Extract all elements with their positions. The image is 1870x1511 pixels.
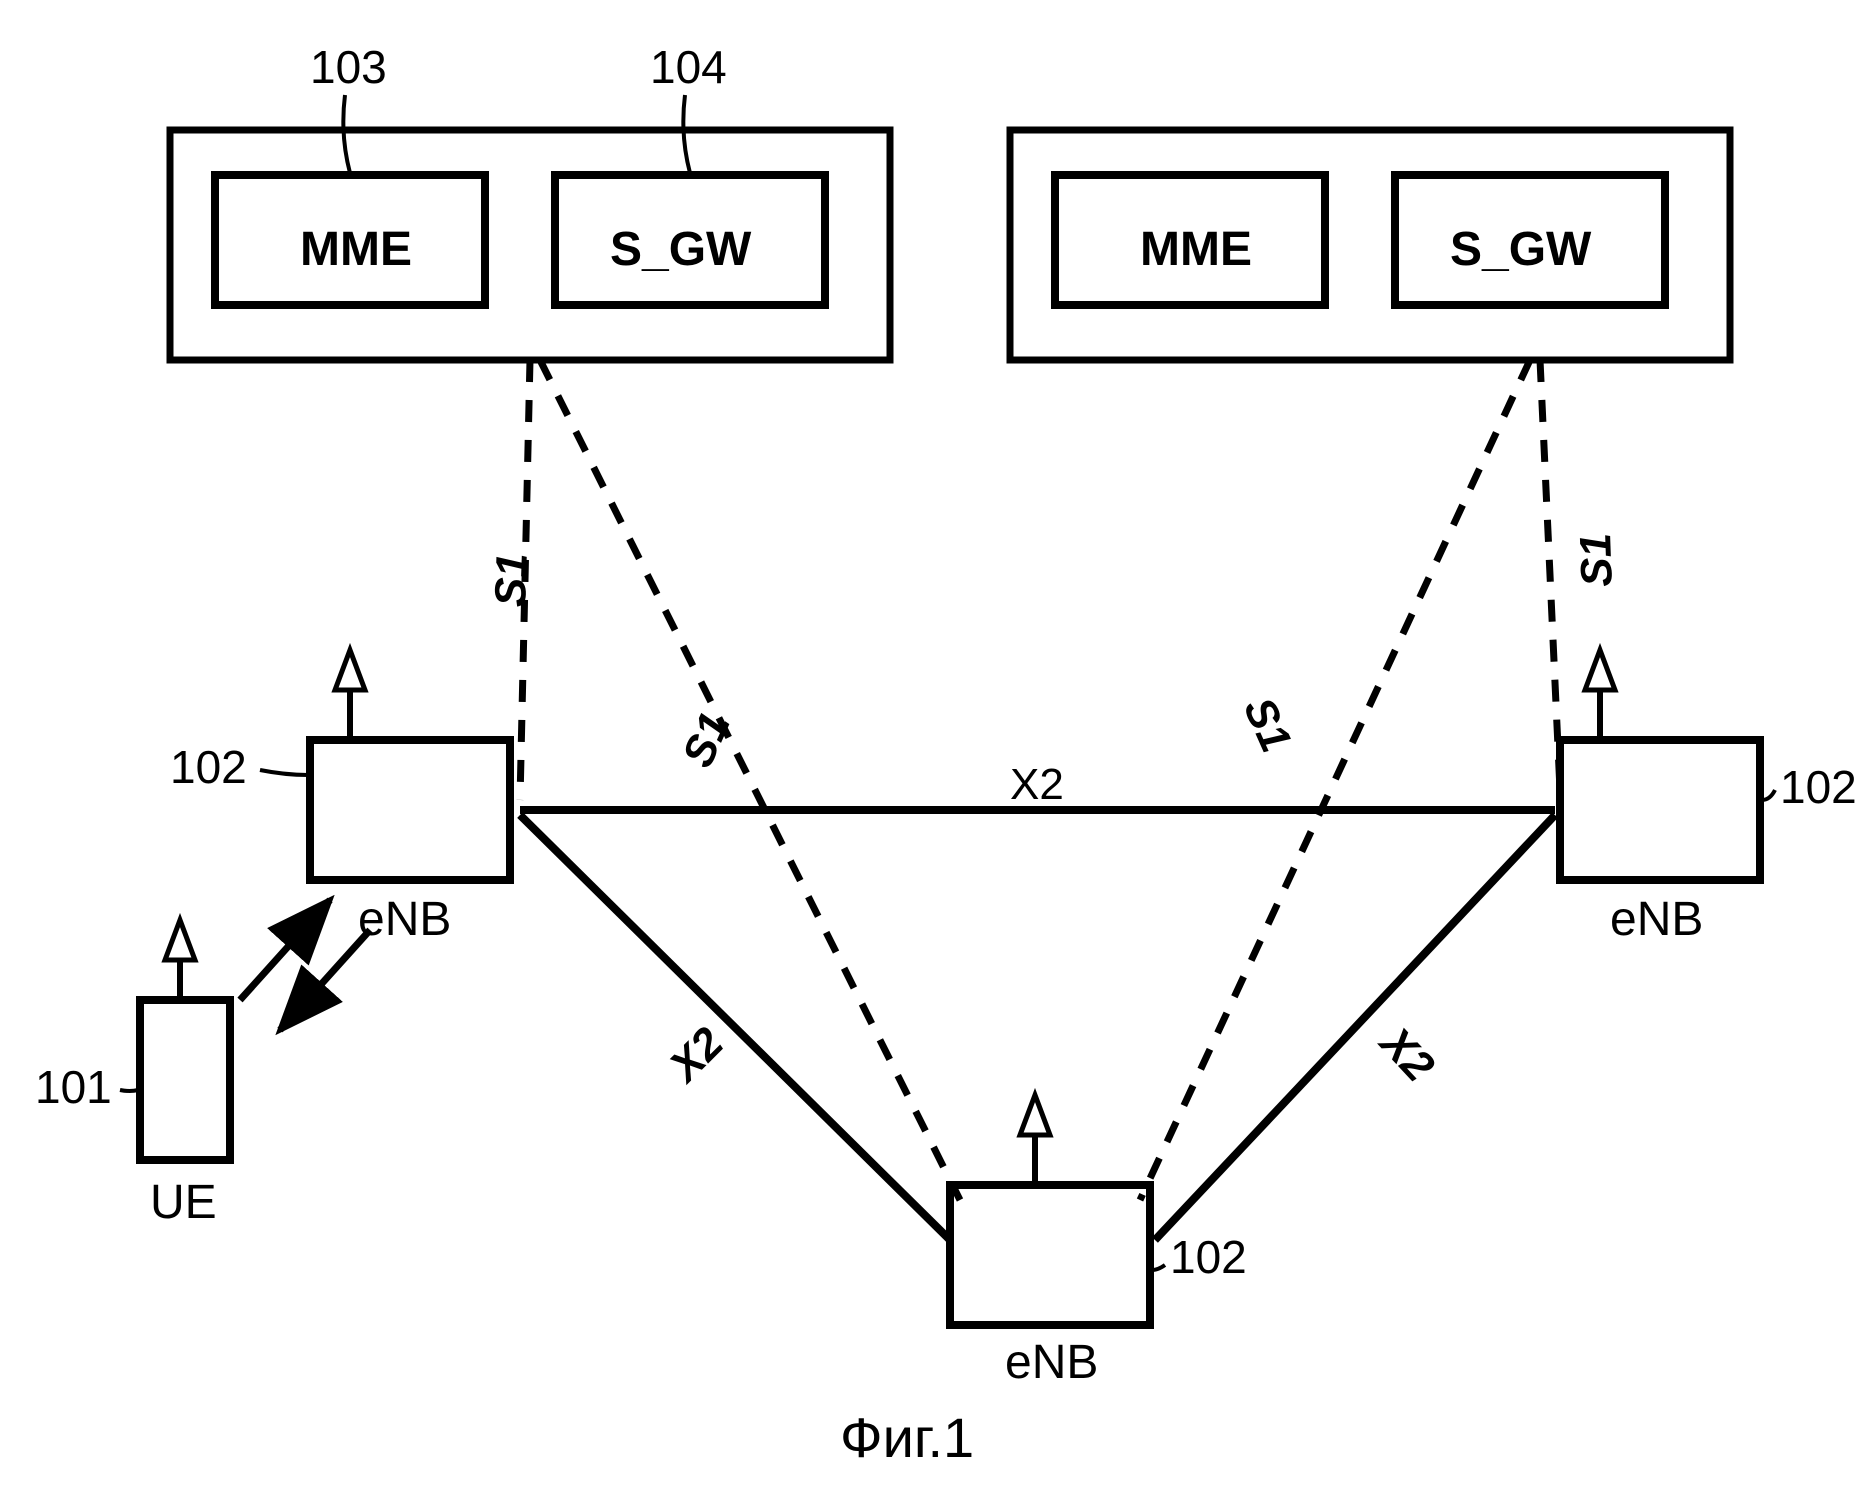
ref-103-pointer	[343, 95, 350, 173]
enb2-label: eNB	[1610, 892, 1703, 947]
enb3-antenna-triangle	[1020, 1095, 1050, 1135]
enb3-label: eNB	[1005, 1335, 1098, 1390]
edge-label-s1-a: S1	[486, 552, 538, 608]
figure-caption: Фиг.1	[840, 1405, 974, 1470]
enb2-box	[1560, 740, 1760, 880]
epc1-box	[170, 130, 890, 360]
enb1-label: eNB	[358, 892, 451, 947]
ref-enb2-label: 102	[1780, 760, 1857, 814]
ue-antenna-triangle	[165, 920, 195, 960]
ref-ue-label: 101	[35, 1060, 112, 1114]
ref-103-label: 103	[310, 40, 387, 94]
epc2-sgw-label: S_GW	[1450, 222, 1591, 277]
epc1-mme-label: MME	[300, 222, 412, 277]
ref-104-label: 104	[650, 40, 727, 94]
ue-label: UE	[150, 1175, 217, 1230]
edge-s1-epc2-enb3	[1140, 360, 1530, 1200]
epc2-box	[1010, 130, 1730, 360]
edge-label-x2-a: X2	[1010, 760, 1064, 810]
diagram-canvas: MME S_GW MME S_GW 103 104 eNB 102 eNB 10…	[0, 0, 1870, 1511]
enb3-box	[950, 1185, 1150, 1325]
epc2-mme-label: MME	[1140, 222, 1252, 277]
enb2-antenna-triangle	[1585, 650, 1615, 690]
edge-s1-epc1-enb3	[540, 360, 960, 1200]
edge-s1-epc2-enb2	[1540, 360, 1560, 790]
ref-ue-pointer	[120, 1090, 138, 1091]
enb1-box	[310, 740, 510, 880]
ref-enb1-label: 102	[170, 740, 247, 794]
enb1-antenna-triangle	[335, 650, 365, 690]
ue-box	[140, 1000, 230, 1160]
ref-104-pointer	[683, 95, 690, 173]
edge-x2-enb1-enb3	[520, 815, 950, 1240]
edge-label-s1-d: S1	[1571, 532, 1623, 588]
ref-enb3-label: 102	[1170, 1230, 1247, 1284]
edge-x2-enb2-enb3	[1155, 815, 1555, 1240]
ref-enb1-pointer	[260, 770, 308, 775]
epc1-sgw-label: S_GW	[610, 222, 751, 277]
